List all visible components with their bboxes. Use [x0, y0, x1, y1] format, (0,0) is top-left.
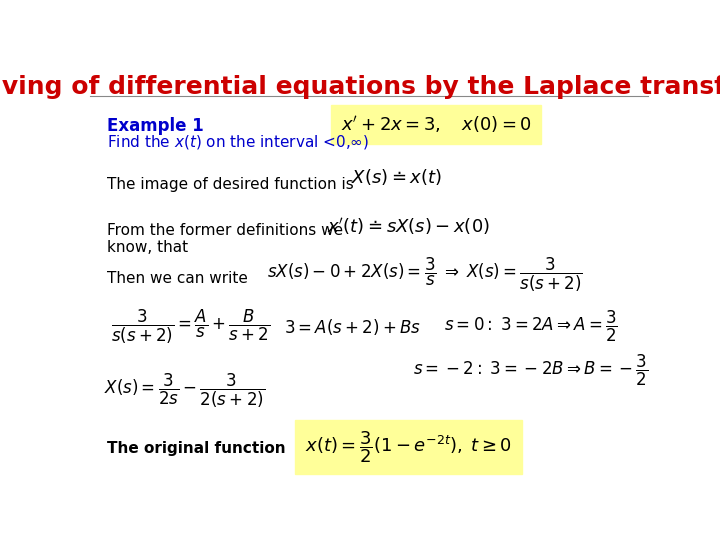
Text: $s=-2:\; 3=-2B \Rightarrow B=-\dfrac{3}{2}$: $s=-2:\; 3=-2B \Rightarrow B=-\dfrac{3}{…	[413, 353, 649, 388]
Text: $x'(t) \doteq sX(s) - x(0)$: $x'(t) \doteq sX(s) - x(0)$	[327, 217, 490, 238]
FancyBboxPatch shape	[294, 420, 521, 474]
Text: Example 1: Example 1	[107, 117, 204, 135]
Text: $X(s) = \dfrac{3}{2s} - \dfrac{3}{2(s+2)}$: $X(s) = \dfrac{3}{2s} - \dfrac{3}{2(s+2)…	[104, 372, 266, 410]
Text: The original function: The original function	[107, 441, 285, 456]
Text: $\dfrac{3}{s(s+2)} = \dfrac{A}{s} + \dfrac{B}{s+2}$: $\dfrac{3}{s(s+2)} = \dfrac{A}{s} + \dfr…	[111, 308, 270, 346]
Text: $s=0:\; 3=2A \Rightarrow A=\dfrac{3}{2}$: $s=0:\; 3=2A \Rightarrow A=\dfrac{3}{2}$	[444, 309, 618, 345]
Text: $x(t) = \dfrac{3}{2}(1 - e^{-2t}),\; t \geq 0$: $x(t) = \dfrac{3}{2}(1 - e^{-2t}),\; t \…	[305, 429, 511, 465]
Text: $3 = A(s+2) + Bs$: $3 = A(s+2) + Bs$	[284, 317, 420, 337]
Text: The image of desired function is: The image of desired function is	[107, 177, 354, 192]
Text: Find the $x(t)$ on the interval <0,∞): Find the $x(t)$ on the interval <0,∞)	[107, 133, 369, 151]
Text: $x' + 2x = 3, \quad x(0) = 0$: $x' + 2x = 3, \quad x(0) = 0$	[341, 114, 531, 135]
Text: Then we can write: Then we can write	[107, 271, 248, 286]
FancyBboxPatch shape	[330, 105, 541, 144]
Text: Solving of differential equations by the Laplace transform: Solving of differential equations by the…	[0, 75, 720, 99]
Text: From the former definitions we
know, that: From the former definitions we know, tha…	[107, 223, 343, 255]
Text: $X(s) \doteq x(t)$: $X(s) \doteq x(t)$	[351, 167, 442, 187]
Text: $sX(s) - 0 + 2X(s) = \dfrac{3}{s} \;\Rightarrow\; X(s) = \dfrac{3}{s(s+2)}$: $sX(s) - 0 + 2X(s) = \dfrac{3}{s} \;\Rig…	[267, 255, 582, 294]
